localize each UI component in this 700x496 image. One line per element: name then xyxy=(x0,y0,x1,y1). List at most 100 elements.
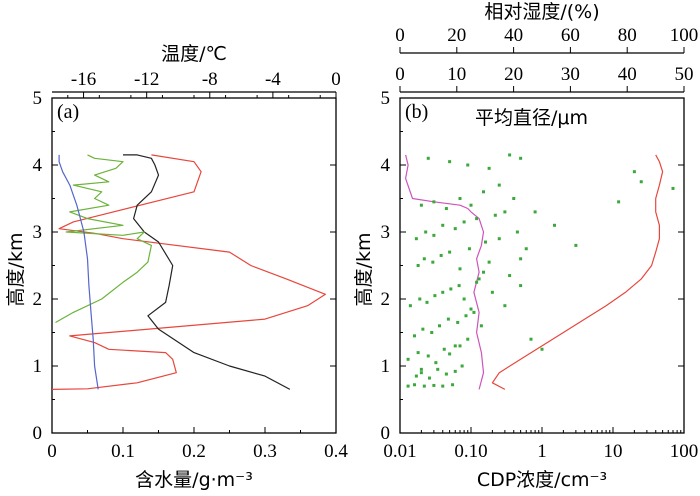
scatter-point xyxy=(639,180,643,184)
scatter-point xyxy=(466,337,470,341)
scatter-point xyxy=(533,210,537,214)
scatter-point xyxy=(503,304,507,308)
panel-a: 0 1 2 3 4 5 高度/km 0 0.1 0.2 0.3 0.4 含水量/g·m⁻³ -16 -12 -… xyxy=(5,43,348,491)
y-tick-label: 0 xyxy=(33,423,43,444)
scatter-point xyxy=(449,287,453,291)
scatter-point xyxy=(508,274,512,278)
x-bottom-tick-label: 0.3 xyxy=(253,441,277,462)
panel-label: (a) xyxy=(57,101,79,123)
x-mid-tick-label: 30 xyxy=(561,64,580,85)
scatter-point xyxy=(458,267,462,271)
scatter-point xyxy=(482,190,486,194)
scatter-point xyxy=(422,384,426,388)
scatter-point xyxy=(497,237,501,241)
scatter-point xyxy=(433,294,437,298)
scatter-point xyxy=(519,156,523,160)
series-group xyxy=(405,153,675,390)
scatter-point xyxy=(444,207,448,211)
plot-frame-a xyxy=(51,97,337,434)
x-mid-tick-label: 50 xyxy=(675,64,694,85)
x-top-axis-label: 相对湿度/(%) xyxy=(484,1,599,23)
x-bottom-tick-label: 0.10 xyxy=(454,441,487,462)
x-top-tick-label: 100 xyxy=(670,25,699,46)
y-axis-label: 高度/km xyxy=(353,233,375,307)
scatter-point xyxy=(460,364,464,368)
scatter-point xyxy=(431,260,435,264)
scatter-point xyxy=(469,203,473,207)
scatter-point xyxy=(490,290,494,294)
scatter-point xyxy=(444,372,448,376)
scatter-point xyxy=(519,284,523,288)
scatter-point xyxy=(477,277,481,281)
scatter-point xyxy=(453,369,457,373)
x-bottom-axis-label: CDP浓度/cm⁻³ xyxy=(477,469,607,491)
scatter-point xyxy=(434,361,438,365)
scatter-point xyxy=(430,331,434,334)
scatter-point xyxy=(421,327,425,331)
y-tick-label: 4 xyxy=(381,155,391,176)
y-tick-label: 1 xyxy=(33,356,43,377)
panel-label: (b) xyxy=(405,101,428,123)
scatter-point xyxy=(419,203,423,207)
x-bottom-tick-label: 0.4 xyxy=(324,441,348,462)
scatter-point xyxy=(487,166,491,170)
scatter-point xyxy=(529,337,533,341)
scatter-point xyxy=(512,197,516,200)
scatter-point xyxy=(446,317,450,321)
scatter-point xyxy=(427,376,431,380)
x-top-tick-label: -12 xyxy=(134,69,159,90)
scatter-point xyxy=(419,371,423,375)
scatter-point xyxy=(448,352,452,356)
scatter-point xyxy=(479,324,483,328)
scatter-point xyxy=(448,250,452,254)
panel-b: 0 1 2 3 4 5 高度/km 0.01 0.10 1 10 100 CDP浓度/cm⁻³ 0 10 20… xyxy=(353,1,698,491)
y-tick-label: 0 xyxy=(381,423,391,444)
scatter-point xyxy=(436,367,440,371)
scatter-point xyxy=(451,383,455,387)
x-top-tick-label: -16 xyxy=(71,69,96,90)
y-tick-label: 3 xyxy=(381,222,391,243)
scatter-point xyxy=(524,247,528,251)
scatter-point xyxy=(462,297,466,301)
scatter-point xyxy=(469,307,473,311)
series-line-3 xyxy=(58,154,99,390)
scatter-point xyxy=(508,153,512,157)
y-axis-label: 高度/km xyxy=(5,233,27,307)
y-tick-label: 1 xyxy=(381,356,391,377)
scatter-point xyxy=(432,233,436,237)
scatter-point xyxy=(540,347,544,351)
scatter-point xyxy=(412,334,416,338)
y-tick-label: 2 xyxy=(381,289,391,310)
series-line-0 xyxy=(491,154,664,390)
scatter-point xyxy=(493,213,497,217)
x-mid-tick-label: 20 xyxy=(504,64,523,85)
scatter-point xyxy=(487,260,491,264)
scatter-point xyxy=(515,230,519,234)
scatter-point xyxy=(432,200,436,204)
scatter-point xyxy=(442,347,446,351)
scatter-point xyxy=(448,160,452,164)
scatter-point xyxy=(453,344,457,348)
scatter-point xyxy=(414,237,418,241)
scatter-point xyxy=(466,163,470,167)
scatter-point xyxy=(412,383,416,387)
x-bottom-axis-label: 含水量/g·m⁻³ xyxy=(135,469,253,491)
scatter-point xyxy=(453,227,457,231)
x-mid-tick-label: 0 xyxy=(395,64,405,85)
scatter-point xyxy=(472,310,476,314)
scatter-point xyxy=(414,374,418,378)
series-line-1 xyxy=(405,154,485,390)
scatter-point xyxy=(426,354,430,358)
y-tick-label: 5 xyxy=(381,88,391,109)
scatter-point xyxy=(503,210,507,214)
scatter-point xyxy=(475,280,479,284)
x-bottom-tick-label: 0.01 xyxy=(383,441,416,462)
y-tick-label: 3 xyxy=(33,222,43,243)
scatter-point xyxy=(441,223,445,227)
y-tick-label: 5 xyxy=(33,88,43,109)
mid-axis-label: 平均直径/μm xyxy=(475,107,588,129)
scatter-point xyxy=(458,344,462,348)
scatter-point xyxy=(617,200,621,204)
scatter-point xyxy=(425,300,429,304)
